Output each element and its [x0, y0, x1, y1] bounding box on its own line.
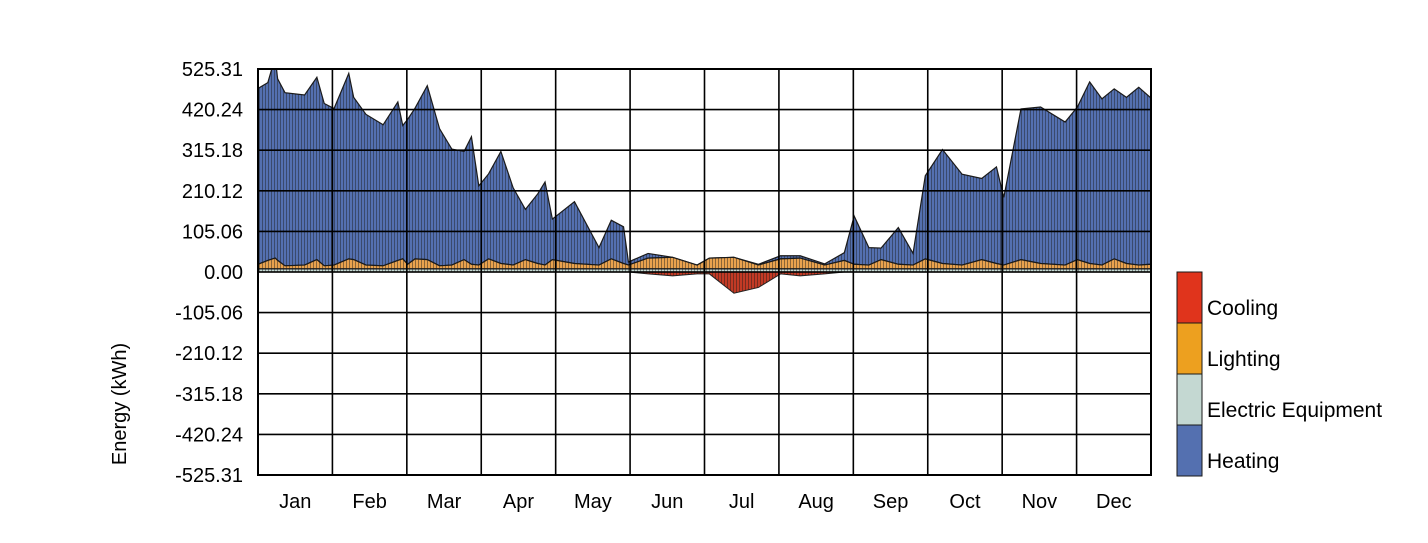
y-tick-label: -420.24	[175, 424, 243, 446]
x-tick-label: Oct	[949, 491, 981, 513]
x-tick-label: Jan	[279, 491, 311, 513]
y-tick-label: 0.00	[204, 262, 243, 284]
legend-label: Heating	[1207, 450, 1279, 473]
y-tick-label: -525.31	[175, 465, 243, 487]
x-tick-label: Nov	[1022, 491, 1058, 513]
x-tick-label: Apr	[503, 491, 534, 513]
legend-swatch	[1176, 373, 1203, 426]
y-tick-label: -210.12	[175, 343, 243, 365]
y-tick-label: 420.24	[182, 100, 243, 122]
x-tick-label: Jul	[729, 491, 755, 513]
y-tick-label: 210.12	[182, 181, 243, 203]
x-axis-ticks: Jan Feb Mar Apr May Jun Jul Aug Sep Oct Nov Dec	[279, 491, 1131, 513]
legend-swatch	[1176, 424, 1203, 477]
y-axis-label: Energy (kWh)	[109, 343, 131, 465]
legend-label: Electric Equipment	[1207, 399, 1382, 422]
y-tick-label: -315.18	[175, 384, 243, 406]
legend-swatch	[1176, 322, 1203, 375]
y-tick-label: 315.18	[182, 140, 243, 162]
grid-layer	[257, 68, 1152, 476]
x-tick-label: Aug	[798, 491, 834, 513]
x-tick-label: Jun	[651, 491, 683, 513]
x-tick-label: Feb	[352, 491, 386, 513]
x-tick-label: May	[574, 491, 612, 513]
x-tick-label: Dec	[1096, 491, 1132, 513]
x-tick-label: Sep	[873, 491, 909, 513]
legend-label: Lighting	[1207, 348, 1281, 371]
y-tick-label: 105.06	[182, 221, 243, 243]
y-tick-label: 525.31	[182, 59, 243, 81]
legend: Cooling Lighting Electric Equipment Heating	[1176, 271, 1382, 477]
y-tick-label: -105.06	[175, 303, 243, 325]
legend-swatch	[1176, 271, 1203, 324]
legend-label: Cooling	[1207, 297, 1278, 320]
plot-frame	[257, 68, 1152, 476]
x-tick-label: Mar	[427, 491, 462, 513]
y-axis-ticks: 525.31 420.24 315.18 210.12 105.06 0.00 -105.0…	[175, 59, 243, 487]
